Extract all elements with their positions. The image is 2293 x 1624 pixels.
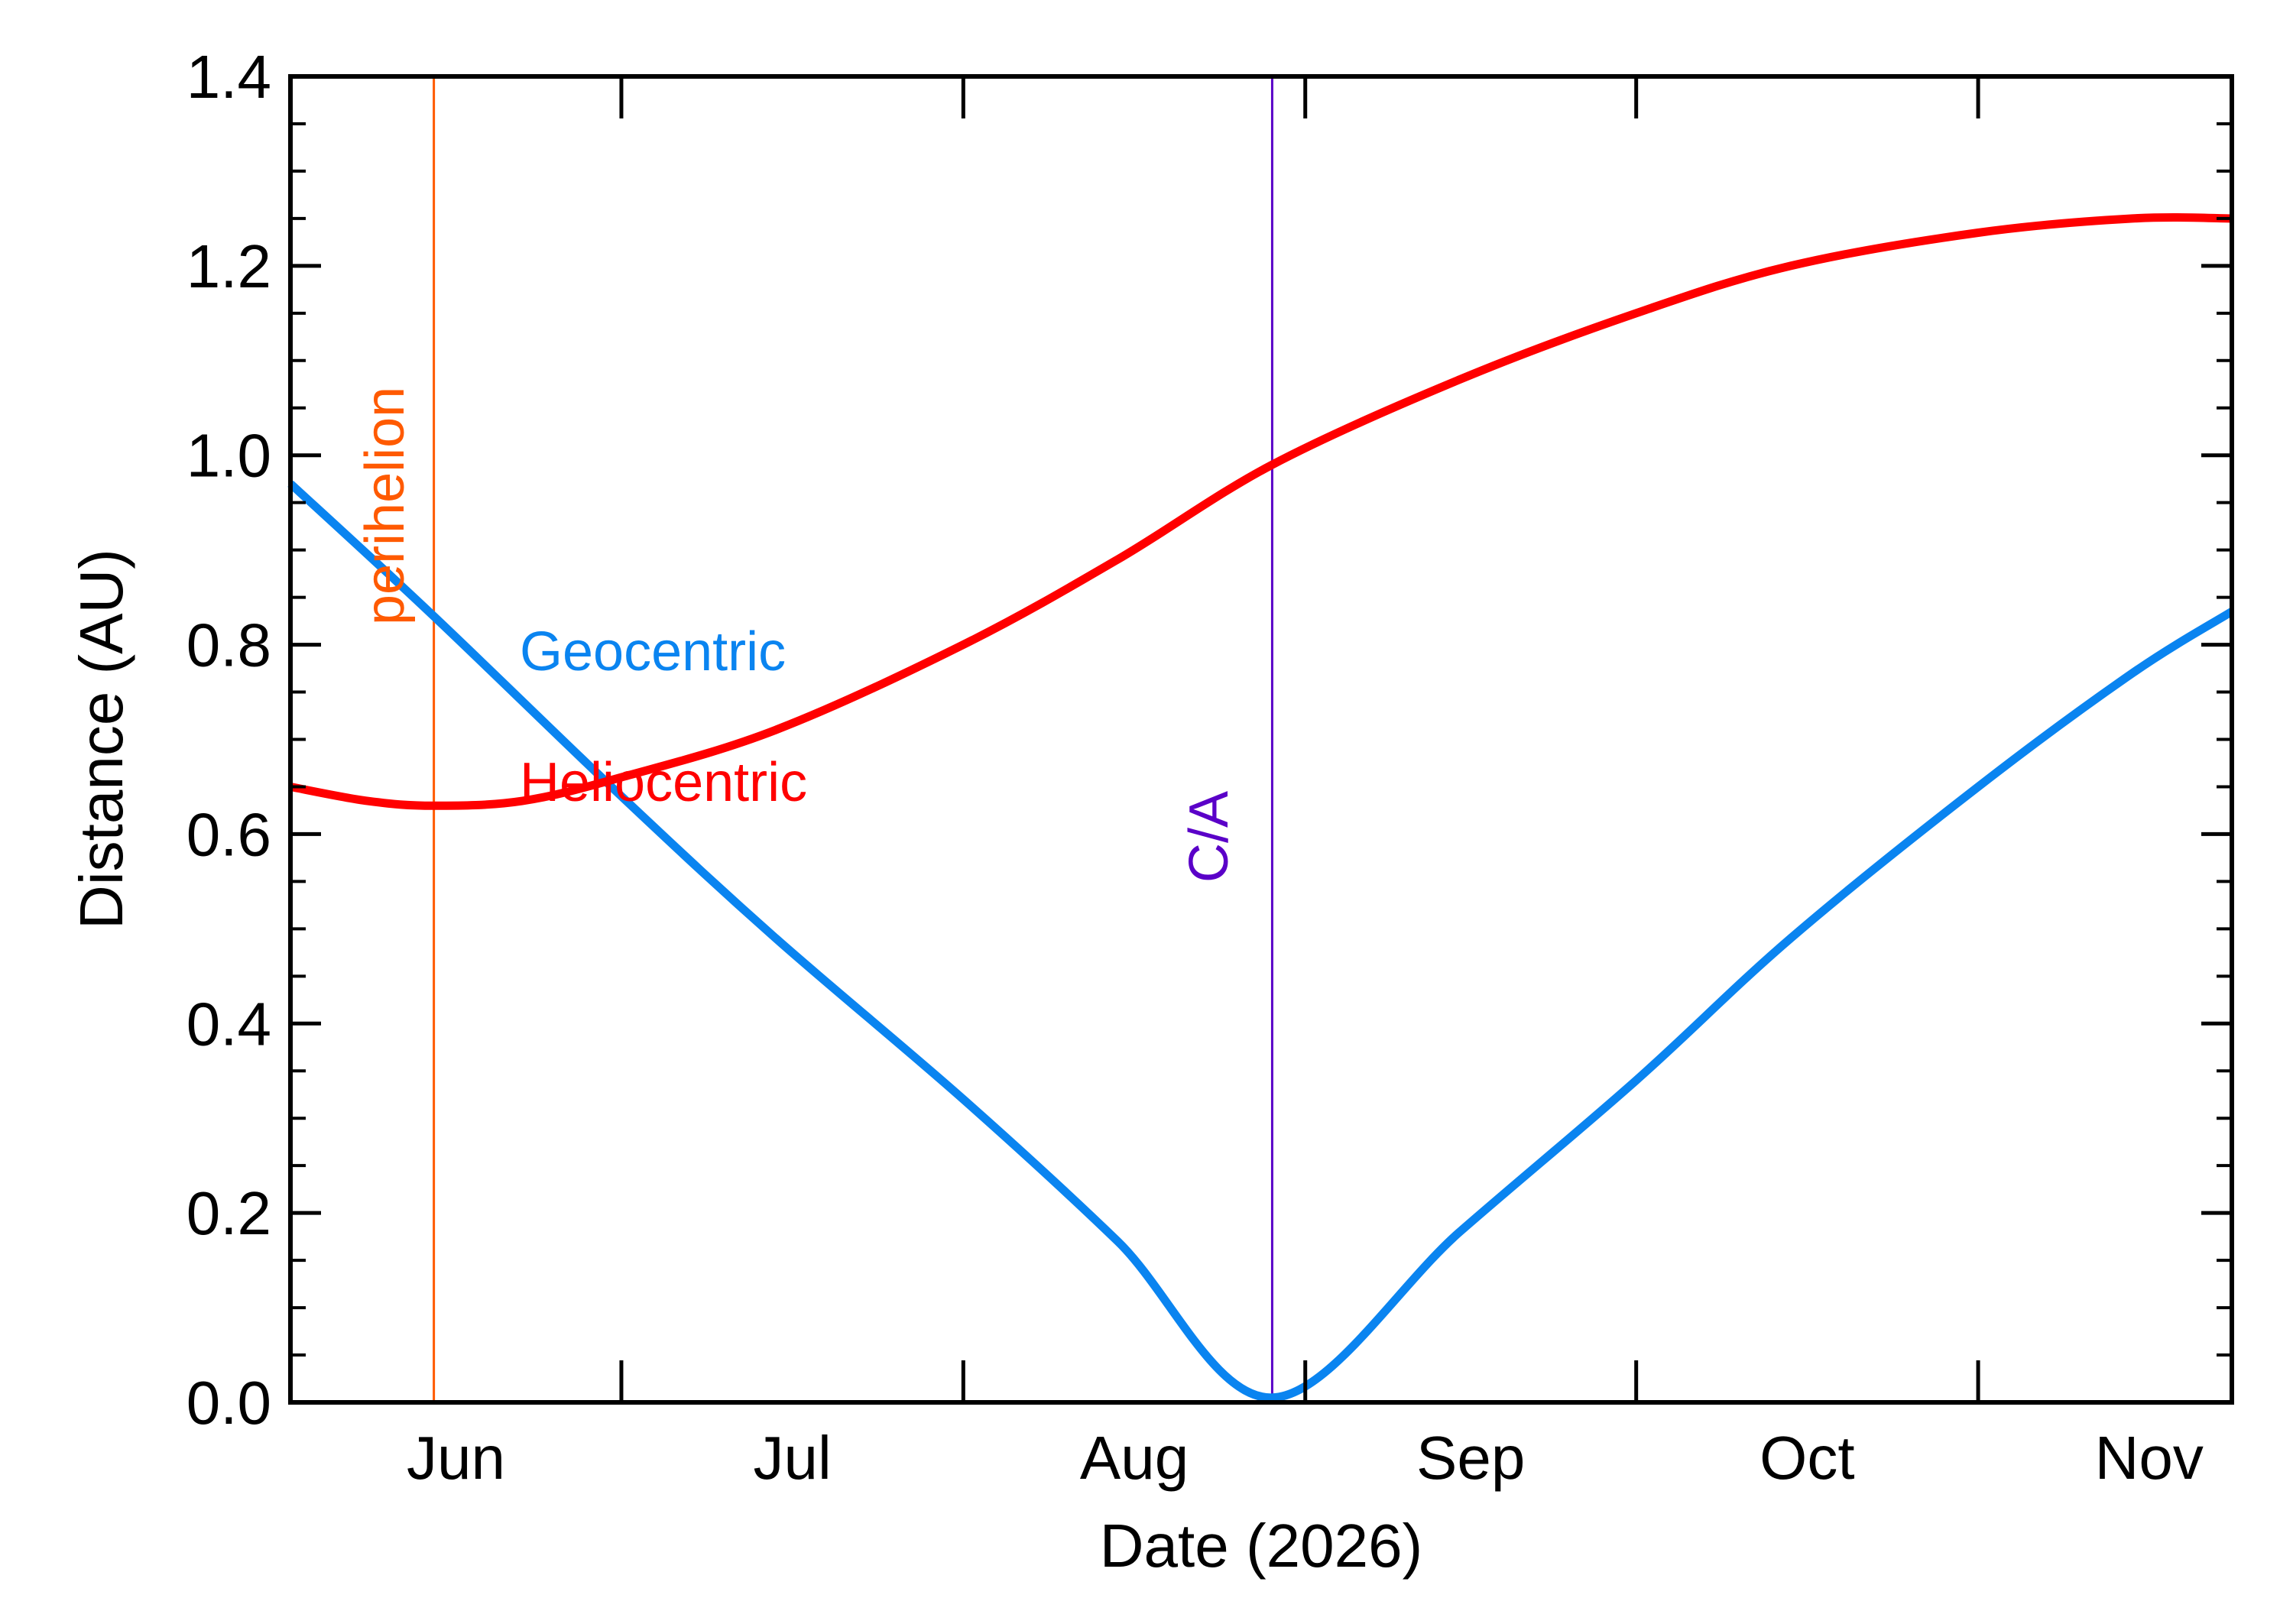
y-tick-label: 1.0 xyxy=(186,422,271,490)
x-axis-title: Date (2026) xyxy=(1100,1512,1422,1580)
x-tick-label: Aug xyxy=(1080,1424,1189,1492)
geocentric-label: Geocentric xyxy=(520,621,786,682)
y-tick-label: 0.8 xyxy=(186,611,271,679)
heliocentric-line xyxy=(290,213,2233,810)
annotations-layer xyxy=(433,76,1273,1402)
x-tick-label: Sep xyxy=(1416,1424,1525,1492)
x-tick-label: Jun xyxy=(407,1424,505,1492)
y-tick-label: 0.4 xyxy=(186,990,271,1058)
y-tick-label: 0.6 xyxy=(186,800,271,868)
y-tick-label: 0.2 xyxy=(186,1179,271,1247)
geocentric-line xyxy=(287,480,2234,1402)
y-tick-label: 0.0 xyxy=(186,1369,271,1437)
y-tick-label: 1.2 xyxy=(186,232,271,300)
perihelion-label: perihelion xyxy=(355,387,416,625)
series-layer xyxy=(287,213,2234,1402)
y-axis-title: Distance (AU) xyxy=(67,549,135,929)
x-tick-label: Jul xyxy=(754,1424,832,1492)
x-tick-label: Oct xyxy=(1759,1424,1854,1492)
plot-frame xyxy=(288,74,2234,1405)
heliocentric-label: Heliocentric xyxy=(520,752,807,813)
ticks-layer: 0.0 0.2 0.4 0.6 0.8 1.0 1.2 1.4 Jun Jul Aug Sep Oct N… xyxy=(186,43,2232,1492)
y-tick-label: 1.4 xyxy=(186,43,271,111)
ca-label: C/A xyxy=(1179,791,1240,883)
x-tick-label: Nov xyxy=(2095,1424,2204,1492)
